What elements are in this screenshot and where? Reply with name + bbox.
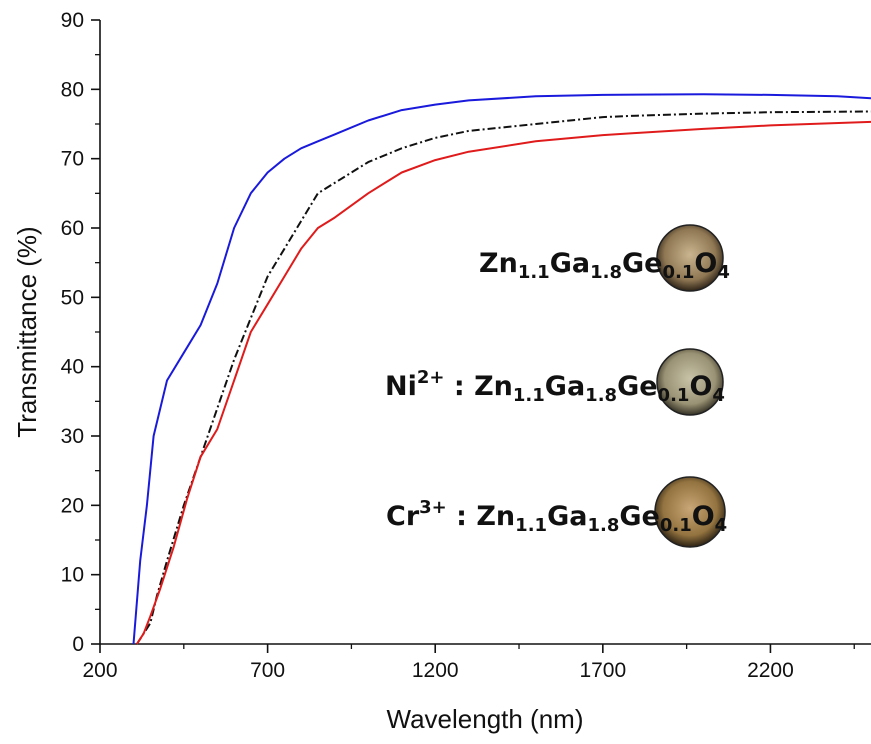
x-ticks: 200 700 1200 1700 2200 xyxy=(82,644,855,682)
sample-legend: Zn1.1Ga1.8Ge0.1O4 Ni2+ : Zn1.1Ga1.8Ge0.1… xyxy=(385,224,730,548)
y-tick-label: 70 xyxy=(61,148,84,171)
x-tick-label: 1200 xyxy=(412,659,459,682)
sample-label-ni: Ni2+ : Zn1.1Ga1.8Ge0.1O4 xyxy=(385,367,725,406)
sample-disk-cr xyxy=(654,476,726,548)
y-tick-label: 10 xyxy=(61,564,84,587)
sample-label-pure: Zn1.1Ga1.8Ge0.1O4 xyxy=(479,248,730,283)
x-tick-label: 700 xyxy=(250,659,285,682)
sample-disk-pure xyxy=(656,224,724,292)
y-tick-label: 90 xyxy=(61,9,84,32)
x-tick-label: 1700 xyxy=(579,659,626,682)
y-tick-label: 0 xyxy=(72,633,84,656)
x-tick-label: 200 xyxy=(82,659,117,682)
y-tick-label: 60 xyxy=(61,217,84,240)
series-line-ni-doped xyxy=(136,110,871,645)
sample-label-cr: Cr3+ : Zn1.1Ga1.8Ge0.1O4 xyxy=(386,497,727,536)
x-axis-title: Wavelength (nm) xyxy=(387,704,584,734)
series-layer xyxy=(132,93,871,645)
series-line-cr-doped xyxy=(136,120,871,645)
axes xyxy=(99,20,871,645)
y-ticks: 0 10 20 30 40 50 60 70 80 90 xyxy=(61,9,100,656)
y-tick-label: 20 xyxy=(61,494,84,517)
x-tick-label: 2200 xyxy=(747,659,794,682)
series-line-zn-ga-ge-o xyxy=(132,93,871,645)
sample-disk-ni xyxy=(656,348,724,416)
y-tick-label: 50 xyxy=(61,286,84,309)
y-tick-label: 30 xyxy=(61,425,84,448)
y-tick-label: 40 xyxy=(61,356,84,379)
y-tick-label: 80 xyxy=(61,78,84,101)
y-axis-title: Transmittance (%) xyxy=(12,226,42,437)
